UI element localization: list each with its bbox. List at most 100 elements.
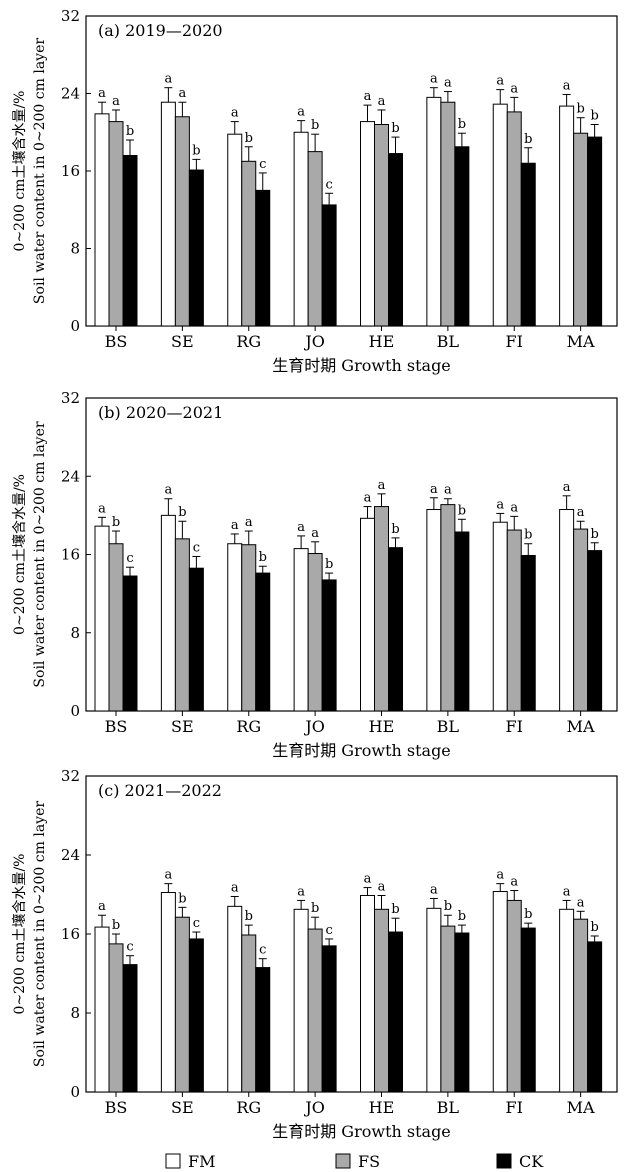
bar-fm bbox=[293, 131, 309, 327]
y-tick-label: 24 bbox=[61, 846, 80, 864]
significance-label: b bbox=[126, 124, 134, 139]
bar-fs bbox=[440, 925, 456, 1093]
category-label: BS bbox=[105, 1098, 128, 1117]
y-tick-label: 0 bbox=[70, 702, 80, 720]
category-label: FI bbox=[506, 1098, 523, 1117]
legend-label-fs: FS bbox=[358, 1152, 380, 1171]
category-label: JO bbox=[303, 717, 325, 736]
category-label: BS bbox=[105, 332, 128, 351]
x-axis-label: 生育时期 Growth stage bbox=[272, 356, 451, 375]
category-label: MA bbox=[567, 717, 595, 736]
bar-fs bbox=[174, 116, 190, 327]
significance-label: a bbox=[378, 94, 386, 109]
significance-label: c bbox=[325, 923, 332, 938]
significance-label: a bbox=[364, 89, 372, 104]
bar-ck bbox=[587, 550, 603, 712]
significance-label: b bbox=[524, 907, 532, 922]
bar-fm bbox=[227, 543, 243, 712]
bar-fm bbox=[492, 103, 508, 327]
bar-ck bbox=[388, 547, 403, 712]
category-label: FI bbox=[506, 717, 523, 736]
bar-fs bbox=[174, 916, 190, 1093]
bar-fs bbox=[374, 506, 389, 712]
bar-ck bbox=[188, 567, 204, 712]
significance-label: b bbox=[112, 515, 120, 530]
significance-label: b bbox=[576, 102, 584, 117]
significance-label: b bbox=[524, 132, 532, 147]
bar-fs bbox=[440, 101, 456, 327]
bar-ck bbox=[188, 169, 204, 327]
bar-fs bbox=[506, 899, 522, 1093]
bar-ck bbox=[321, 579, 337, 712]
significance-label: c bbox=[126, 551, 133, 566]
bar-fs bbox=[174, 538, 190, 712]
y-tick-label: 8 bbox=[70, 240, 80, 258]
bar-fs bbox=[374, 908, 389, 1093]
significance-label: b bbox=[245, 909, 253, 924]
significance-label: a bbox=[297, 884, 305, 899]
bar-fm bbox=[426, 509, 442, 712]
significance-label: a bbox=[297, 520, 305, 535]
bar-ck bbox=[454, 932, 470, 1093]
bar-fs bbox=[241, 544, 257, 712]
significance-label: a bbox=[364, 491, 372, 506]
category-label: SE bbox=[171, 717, 194, 736]
category-label: HE bbox=[369, 717, 395, 736]
significance-label: a bbox=[297, 105, 305, 120]
y-tick-label: 32 bbox=[61, 767, 80, 785]
y-axis-label-en: Soil water content in 0~200 cm layer bbox=[32, 801, 48, 1067]
bar-fs bbox=[573, 528, 589, 712]
legend: FM FS CK bbox=[165, 1152, 544, 1171]
category-label: MA bbox=[567, 1098, 595, 1117]
bar-fs bbox=[506, 111, 522, 327]
y-axis-label-en: Soil water content in 0~200 cm layer bbox=[32, 38, 48, 304]
bar-fm bbox=[360, 121, 375, 327]
significance-label: b bbox=[458, 117, 466, 132]
significance-label: a bbox=[430, 72, 438, 87]
significance-label: b bbox=[192, 143, 200, 158]
y-tick-label: 8 bbox=[70, 1004, 80, 1022]
bar-fm bbox=[492, 891, 508, 1093]
significance-label: a bbox=[164, 483, 172, 498]
bar-fm bbox=[227, 905, 243, 1093]
significance-label: c bbox=[193, 916, 200, 931]
significance-label: b bbox=[458, 909, 466, 924]
bar-fs bbox=[108, 543, 124, 712]
category-label: MA bbox=[567, 332, 595, 351]
category-label: BL bbox=[437, 1098, 460, 1117]
bar-ck bbox=[520, 162, 536, 327]
significance-label: b bbox=[178, 505, 186, 520]
bar-fm bbox=[293, 908, 309, 1093]
bar-ck bbox=[255, 189, 271, 327]
bar-fs bbox=[573, 132, 589, 327]
significance-label: c bbox=[126, 940, 133, 955]
category-label: RG bbox=[236, 332, 261, 351]
significance-label: a bbox=[245, 515, 253, 530]
significance-label: a bbox=[510, 500, 518, 515]
significance-label: b bbox=[178, 891, 186, 906]
bar-fm bbox=[160, 101, 176, 327]
significance-label: a bbox=[231, 880, 239, 895]
significance-label: c bbox=[259, 157, 266, 172]
category-label: JO bbox=[303, 1098, 325, 1117]
y-axis-label-cn: 0~200 cm土壤含水量/% bbox=[11, 854, 28, 1015]
significance-label: b bbox=[311, 901, 319, 916]
significance-label: a bbox=[231, 518, 239, 533]
category-label: HE bbox=[369, 332, 395, 351]
bar-fs bbox=[440, 504, 456, 712]
bar-ck bbox=[587, 136, 603, 327]
bar-fm bbox=[426, 907, 442, 1093]
category-label: HE bbox=[369, 1098, 395, 1117]
significance-label: a bbox=[444, 76, 452, 91]
y-tick-label: 32 bbox=[61, 7, 80, 25]
significance-label: a bbox=[444, 483, 452, 498]
bar-fm bbox=[94, 525, 110, 712]
significance-label: a bbox=[563, 480, 571, 495]
bar-ck bbox=[188, 938, 204, 1093]
y-tick-label: 16 bbox=[61, 925, 80, 943]
category-label: SE bbox=[171, 1098, 194, 1117]
significance-label: c bbox=[325, 177, 332, 192]
